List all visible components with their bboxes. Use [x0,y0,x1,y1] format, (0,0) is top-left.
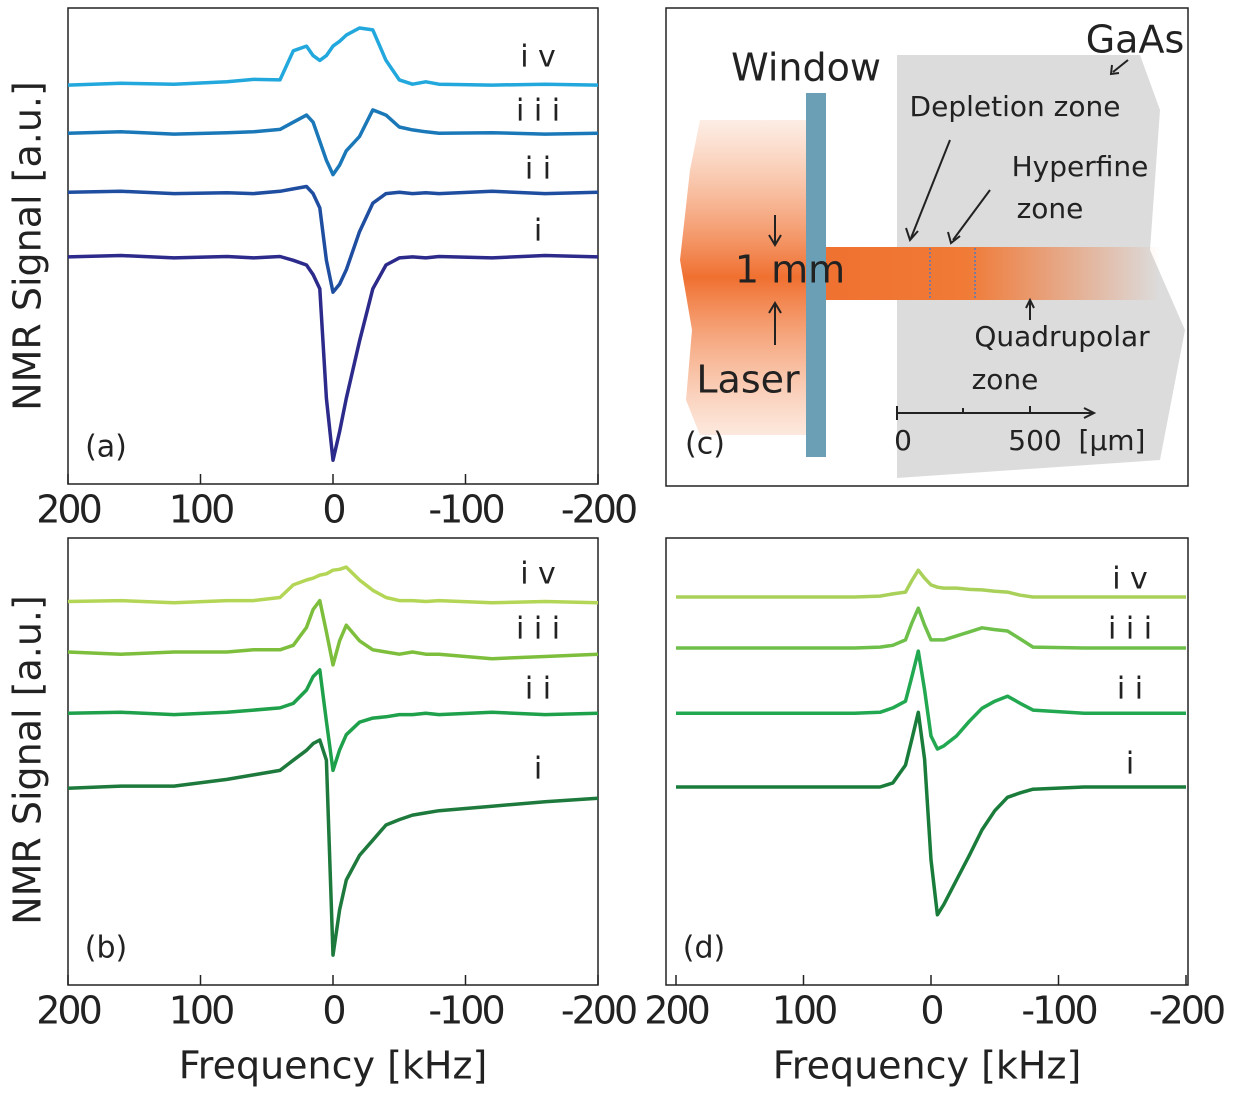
x-axis-label: Frequency [kHz] [773,1044,1082,1088]
beam-width-label: 1 mm [735,248,845,292]
series-label: i i [1117,672,1143,707]
series-label: i [1126,747,1134,782]
plot-frame [665,537,1189,986]
series-line [676,568,1186,599]
laser-beam [806,247,1160,300]
panel-label: (d) [683,931,725,966]
window-label: Window [731,46,881,90]
panel-label: (c) [685,427,725,462]
panel-label: (b) [85,931,127,966]
series-line [67,253,599,462]
x-tick-label: 100 [169,488,233,532]
y-axis-label: NMR Signal [a.u.] [6,81,50,411]
x-tick-label: 0 [322,989,344,1033]
panel-c: GaAs Window Depletion zone Hyperfine zon… [665,7,1189,487]
series-label: i i i [516,94,560,129]
hyperfine-label: zone [1017,192,1084,225]
panel-label: (a) [85,430,127,465]
quadrupolar-label: Quadrupolar [974,320,1150,353]
x-tick-label: 200 [644,989,708,1033]
series-label: i [534,752,542,787]
y-axis-label: NMR Signal [a.u.] [6,595,50,925]
x-tick-label: 200 [36,488,100,532]
x-tick-label: 200 [36,989,100,1033]
x-tick-label: -200 [561,488,636,532]
series-label: i i i [1108,612,1152,647]
laser-spot [680,120,806,435]
laser-label: Laser [696,358,800,402]
scale-label: 500 [1008,424,1061,457]
window-plate [806,93,826,457]
x-tick-label: -200 [1149,989,1224,1033]
x-tick-label: 100 [169,989,233,1033]
gaas-label: GaAs [1086,18,1185,62]
series-line [67,668,599,773]
scale-label: 0 [894,424,912,457]
series-line [67,598,599,667]
x-tick-label: -200 [561,989,636,1033]
series-label: i v [1112,562,1148,597]
series-line [67,184,599,294]
scale-label: [µm] [1079,424,1146,457]
series-line [676,649,1186,751]
depletion-label: Depletion zone [910,90,1121,123]
series-line [67,108,599,177]
x-tick-label: 100 [772,989,836,1033]
x-tick-label: -100 [1021,989,1096,1033]
series-label: i v [520,557,556,592]
series-line [67,565,599,605]
series-line [67,738,599,957]
hyperfine-label: Hyperfine [1012,150,1149,183]
x-tick-label: 0 [920,989,942,1033]
series-label: i v [520,40,556,75]
quadrupolar-label: zone [972,363,1039,396]
series-line [67,26,599,87]
x-tick-label: -100 [428,989,503,1033]
x-axis-label: Frequency [kHz] [179,1044,488,1088]
arrows [768,59,1129,420]
x-tick-label: 0 [322,488,344,532]
plot-frame [67,7,599,485]
series-line [676,606,1186,650]
series-label: i i [525,672,551,707]
x-tick-label: -100 [428,488,503,532]
series-label: i i [525,152,551,187]
series-label: i i i [516,612,560,647]
series-line [676,710,1186,917]
series-label: i [534,214,542,249]
